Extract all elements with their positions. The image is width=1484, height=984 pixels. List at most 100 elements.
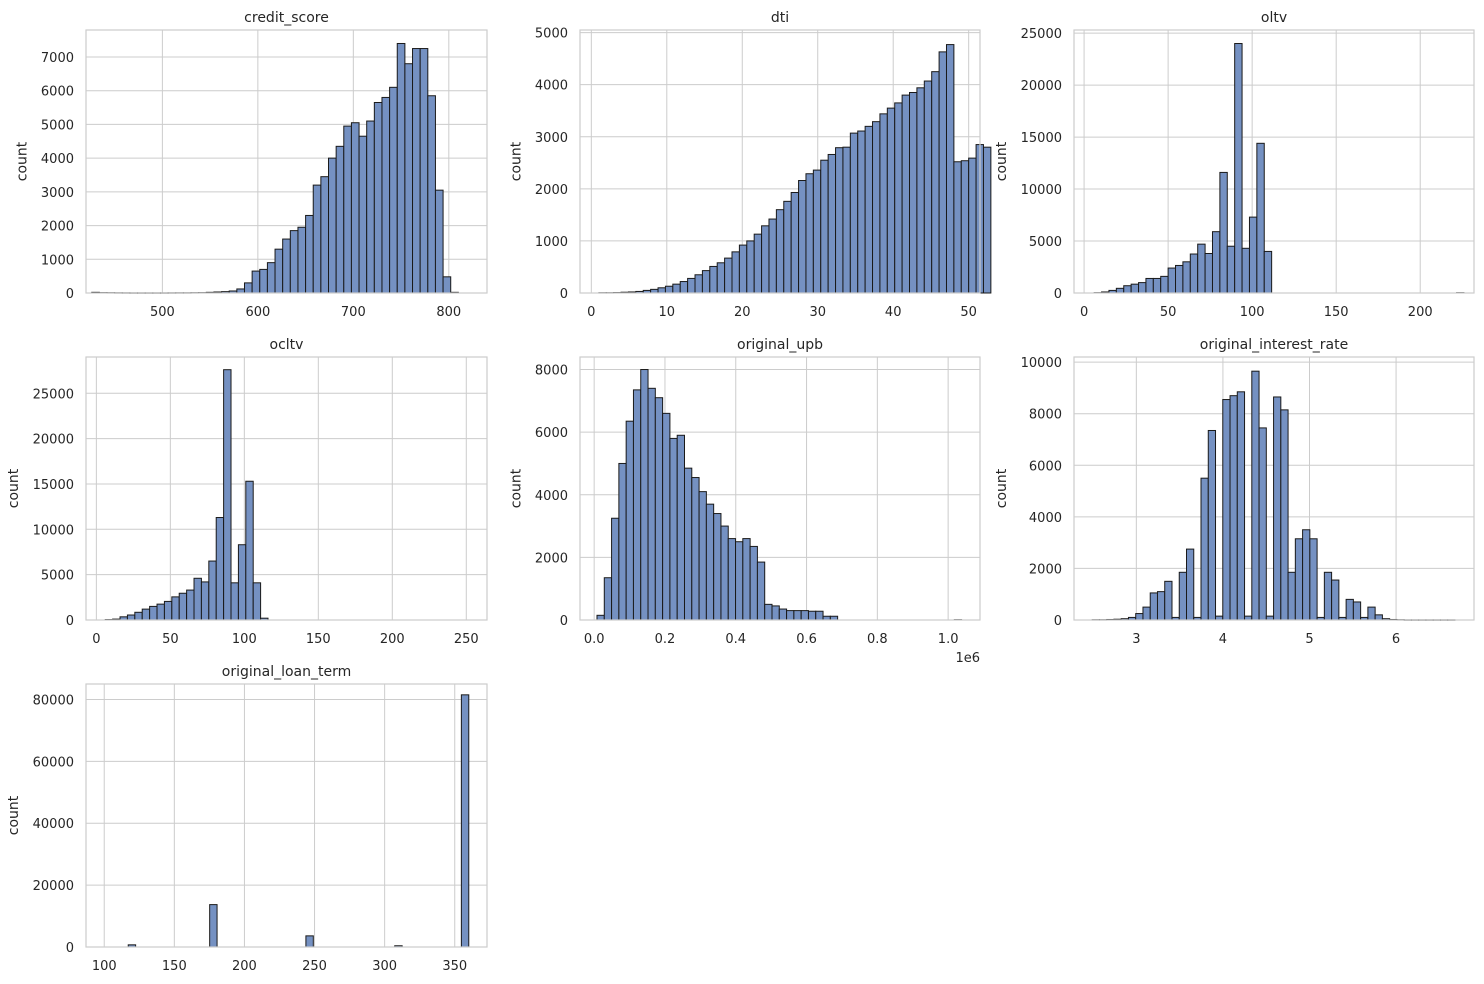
y-tick-label: 25000: [33, 387, 74, 402]
histogram-bar: [1164, 580, 1173, 621]
histogram-bar: [419, 48, 429, 294]
y-tick-label: 0: [1054, 614, 1062, 629]
x-tick-label: 0.4: [725, 632, 746, 647]
histogram-bar: [251, 270, 261, 294]
histogram-bar: [389, 86, 398, 294]
x-tick-label: 200: [1408, 305, 1433, 320]
histogram-bar: [679, 281, 689, 294]
x-tick-label: 350: [442, 959, 467, 974]
histogram-bar: [178, 592, 188, 621]
histogram-bar: [163, 600, 173, 621]
histogram-bar: [687, 277, 696, 294]
histogram-bar: [724, 257, 733, 294]
histogram-bar: [274, 248, 284, 294]
histogram-bar: [768, 218, 777, 294]
histogram-bar: [1294, 538, 1304, 621]
panel-dti: dti 0 10 20 30 40 50 0 1000 2000 3000 4000 5000 count: [508, 10, 992, 320]
histogram-bar: [1248, 216, 1258, 294]
histogram-bar: [404, 63, 414, 294]
histogram-bar: [701, 270, 711, 294]
histogram-bar: [879, 113, 888, 294]
plot-frame: [1073, 356, 1475, 621]
x-tick-label: 250: [302, 959, 327, 974]
panel-original-interest-rate: original_interest_rate 3 4 5 6 0 2000 4000 6000 8…: [994, 337, 1475, 647]
histogram-bar: [676, 434, 685, 621]
y-tick-label: 0: [560, 287, 568, 302]
histogram-bar: [1345, 598, 1354, 621]
y-tick-label: 5000: [41, 569, 74, 584]
histogram-bar: [1367, 606, 1376, 621]
histogram-bar: [1130, 283, 1140, 294]
histogram-bar: [1138, 282, 1147, 294]
plot-frame: [1073, 29, 1475, 294]
plot-frame: [85, 683, 488, 948]
histogram-bar: [771, 605, 780, 621]
histogram-bar: [1182, 261, 1191, 294]
histogram-bar: [156, 603, 165, 621]
histogram-bar: [815, 610, 824, 621]
histogram-bar: [835, 147, 844, 294]
y-axis-label: count: [994, 141, 1010, 181]
histogram-bar: [1178, 571, 1188, 621]
x-tick-label: 200: [232, 959, 257, 974]
histogram-bar: [669, 437, 678, 621]
x-tick-label: 0.0: [584, 632, 605, 647]
histogram-bar: [783, 200, 792, 294]
y-tick-label: 5000: [1029, 235, 1062, 250]
histogram-bar: [1229, 395, 1238, 621]
histogram-bar: [731, 251, 740, 294]
histogram-bar: [460, 694, 470, 948]
x-tick-label: 100: [92, 959, 117, 974]
y-tick-label: 2000: [535, 551, 568, 566]
y-tick-label: 10000: [1021, 356, 1062, 371]
histogram-bar: [1142, 606, 1151, 621]
x-tick-label: 40: [885, 305, 902, 320]
histogram-bar: [1302, 529, 1311, 621]
y-axis-label: count: [6, 795, 22, 835]
x-tick-label: 4: [1219, 632, 1227, 647]
y-tick-label: 4000: [535, 489, 568, 504]
histogram-bar: [1241, 247, 1250, 294]
chart-title: credit_score: [244, 10, 329, 26]
histogram-bar: [807, 610, 817, 621]
histogram-bar: [237, 544, 247, 621]
histogram-bar: [938, 51, 947, 294]
x-tick-label: 600: [245, 305, 270, 320]
histogram-bar: [141, 608, 151, 621]
histogram-bar: [1189, 253, 1199, 294]
histogram-bar: [778, 608, 788, 621]
histogram-bar: [1135, 613, 1144, 621]
histogram-bar: [1149, 592, 1158, 621]
panel-credit-score: credit_score 500 600 700 800 0 1000 2000 3000 400…: [14, 10, 488, 320]
y-tick-label: 25000: [1021, 27, 1062, 42]
x-tick-label: 150: [1324, 305, 1349, 320]
histogram-bar: [396, 42, 406, 294]
histogram-bar: [434, 189, 444, 294]
y-tick-label: 6000: [535, 426, 568, 441]
histogram-bar: [1123, 285, 1132, 294]
x-tick-label: 500: [150, 305, 175, 320]
x-tick-label: 0.2: [655, 632, 676, 647]
y-axis-label: count: [508, 468, 524, 508]
x-tick-label: 30: [809, 305, 826, 320]
histogram-bar: [603, 577, 613, 621]
histogram-bar: [215, 517, 225, 621]
histogram-bar: [968, 157, 977, 294]
y-tick-label: 3000: [535, 131, 568, 146]
histogram-bar: [442, 276, 452, 294]
histogram-bar: [223, 369, 232, 621]
x-tick-label: 5: [1305, 632, 1313, 647]
histogram-bar: [259, 268, 268, 294]
histogram-bar: [1273, 396, 1282, 621]
histogram-bar: [381, 96, 391, 294]
histogram-bar: [373, 101, 383, 294]
histogram-bar: [683, 467, 693, 621]
histogram-bar: [1152, 277, 1162, 294]
histogram-bar: [1251, 370, 1260, 621]
histogram-bar: [672, 283, 681, 294]
histogram-bar: [790, 191, 800, 294]
histogram-bar: [1258, 427, 1267, 621]
histogram-bar: [742, 538, 751, 621]
x-tick-label: 50: [1160, 305, 1177, 320]
